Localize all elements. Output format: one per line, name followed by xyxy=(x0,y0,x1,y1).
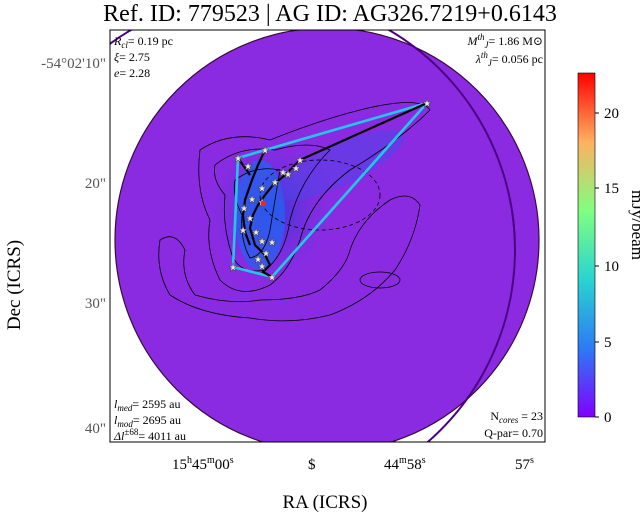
emission-region-3 xyxy=(275,130,405,200)
contours xyxy=(158,102,431,322)
svg-text:★: ★ xyxy=(243,161,253,173)
outer-circle xyxy=(110,30,516,442)
y-tick-2: 20" xyxy=(85,176,106,192)
svg-text:Q-par= 0.70: Q-par= 0.70 xyxy=(484,426,543,440)
y-axis-label: Dec (ICRS) xyxy=(4,240,25,330)
svg-text:★: ★ xyxy=(239,203,249,215)
svg-text:★: ★ xyxy=(251,227,261,239)
svg-text:★: ★ xyxy=(257,261,267,273)
convex-hull xyxy=(231,101,429,279)
svg-text:★: ★ xyxy=(261,248,271,260)
svg-text:★: ★ xyxy=(283,169,293,181)
peak-pixel xyxy=(261,201,266,206)
x-tick-4: 57s xyxy=(515,455,534,473)
cbar-tick-5: 5 xyxy=(604,335,612,351)
svg-text:★: ★ xyxy=(257,236,267,248)
y-tick-4: 40" xyxy=(85,421,106,437)
colorbar-label: mJy/beam xyxy=(628,190,640,260)
svg-text:★: ★ xyxy=(295,155,305,167)
emission-region-2 xyxy=(235,160,285,270)
svg-text:★: ★ xyxy=(267,237,277,249)
chart-title: Ref. ID: 779523 | AG ID: AG326.7219+0.61… xyxy=(103,1,557,27)
colorbar-ticks: 0 5 10 15 20 xyxy=(595,106,619,426)
y-tick-1: -54°02'10" xyxy=(41,56,106,72)
x-tick-1: 15h45m00s xyxy=(172,455,234,473)
svg-text:lmed= 2595 au: lmed= 2595 au xyxy=(114,397,180,413)
svg-text:★: ★ xyxy=(260,145,270,157)
svg-text:★: ★ xyxy=(270,177,280,189)
cbar-tick-0: 0 xyxy=(604,410,612,426)
cbar-tick-15: 15 xyxy=(604,181,619,197)
mst-edges xyxy=(237,101,428,278)
svg-text:λthJ= 0.056 pc: λthJ= 0.056 pc xyxy=(475,50,543,68)
y-axis: -54°02'10" 20" 30" 40" xyxy=(41,56,106,437)
svg-text:MthJ= 1.86 M⊙: MthJ= 1.86 M⊙ xyxy=(466,32,543,50)
cbar-tick-10: 10 xyxy=(604,259,619,275)
svg-text:★: ★ xyxy=(253,254,263,266)
svg-text:★: ★ xyxy=(228,262,238,274)
x-tick-3: 44m58s xyxy=(384,455,426,473)
x-axis: 15h45m00s $ 44m58s 57s xyxy=(172,455,534,473)
annotation-bottom-left: lmed= 2595 au lmod= 2695 au Δl±68= 4011 … xyxy=(113,397,186,443)
x-axis-label: RA (ICRS) xyxy=(283,492,368,513)
cbar-tick-20: 20 xyxy=(604,106,619,122)
annotation-top-right: MthJ= 1.86 M⊙ λthJ= 0.056 pc xyxy=(466,32,543,68)
svg-text:★: ★ xyxy=(245,213,255,225)
colorbar-gradient xyxy=(577,72,596,418)
svg-text:★: ★ xyxy=(238,225,248,237)
map-panel: ★ ★ ★ ★ ★ ★ ★ ★ ★ ★ ★ ★ ★ ★ ★ ★ ★ ★ ★ ★ … xyxy=(110,30,545,442)
x-tick-2: $ xyxy=(308,457,316,473)
map-frame xyxy=(109,29,546,443)
svg-text:ξ= 2.75: ξ= 2.75 xyxy=(114,50,150,64)
svg-text:Δl±68= 4011 au: Δl±68= 4011 au xyxy=(113,427,186,443)
y-tick-3: 30" xyxy=(85,296,106,312)
svg-text:e= 2.28: e= 2.28 xyxy=(114,66,150,80)
svg-text:★: ★ xyxy=(257,183,267,195)
annotation-top-left: Rcl= 0.19 pc ξ= 2.75 e= 2.28 xyxy=(113,34,173,80)
svg-text:★: ★ xyxy=(267,272,277,284)
svg-text:Rcl= 0.19 pc: Rcl= 0.19 pc xyxy=(113,34,173,50)
colorbar: 0 5 10 15 20 mJy/beam xyxy=(577,72,640,426)
svg-text:★: ★ xyxy=(278,167,288,179)
svg-text:Ncores = 23: Ncores = 23 xyxy=(490,409,543,425)
svg-text:★: ★ xyxy=(233,153,243,165)
svg-text:★: ★ xyxy=(247,194,257,206)
cores: ★ ★ ★ ★ ★ ★ ★ ★ ★ ★ ★ ★ ★ ★ ★ ★ ★ ★ ★ ★ … xyxy=(228,98,433,285)
svg-text:lmod= 2695 au: lmod= 2695 au xyxy=(114,413,181,429)
svg-text:★: ★ xyxy=(422,98,432,110)
svg-text:★: ★ xyxy=(291,163,301,175)
field-circle xyxy=(114,30,540,442)
annotation-bottom-right: Ncores = 23 Q-par= 0.70 xyxy=(484,409,543,440)
